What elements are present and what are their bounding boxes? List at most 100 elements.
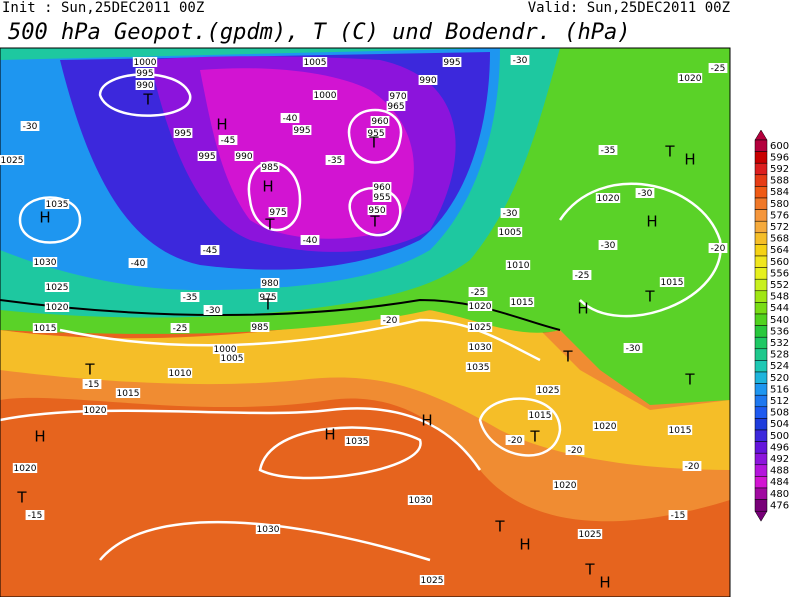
- contour-label: 995: [443, 58, 460, 68]
- pressure-center: T: [664, 143, 675, 161]
- contour-label: 1015: [117, 389, 140, 399]
- pressure-center: T: [584, 561, 595, 579]
- label-box: [82, 379, 102, 389]
- contour-label: 1015: [511, 298, 534, 308]
- contour-label: 950: [368, 206, 385, 216]
- colorbar-label: 500: [770, 431, 789, 442]
- colorbar-box: [754, 499, 768, 512]
- label-box: [268, 207, 288, 217]
- contour-label: 1005: [221, 354, 244, 364]
- contour-label: 1025: [1, 156, 24, 166]
- contour-label: 1025: [46, 283, 69, 293]
- pressure-center: T: [369, 213, 380, 231]
- label-box: [44, 199, 70, 209]
- colorbar-label: 508: [770, 408, 789, 419]
- label-box: [467, 301, 493, 311]
- colorbar-label: 584: [770, 187, 789, 198]
- label-box: [180, 292, 200, 302]
- label-box: [535, 385, 561, 395]
- label-box: [577, 529, 603, 539]
- label-box: [32, 257, 58, 267]
- label-box: [708, 243, 728, 253]
- label-box: [598, 240, 618, 250]
- pressure-center: T: [368, 134, 379, 152]
- label-box: [302, 57, 328, 67]
- label-box: [623, 343, 643, 353]
- label-box: [366, 128, 386, 138]
- label-box: [135, 80, 155, 90]
- contour-label: -45: [203, 246, 218, 256]
- colorbar-label: 544: [770, 303, 789, 314]
- contour-label: 1025: [579, 530, 602, 540]
- colorbar-box: [754, 186, 768, 199]
- colorbar-label: 588: [770, 176, 789, 187]
- label-box: [552, 480, 578, 490]
- label-box: [200, 245, 220, 255]
- contour-label: -40: [303, 236, 318, 246]
- label-box: [255, 524, 281, 534]
- colorbar-label: 596: [770, 152, 789, 163]
- colorbar-box: [754, 441, 768, 454]
- colorbar-label: 528: [770, 350, 789, 361]
- colorbar-box: [754, 244, 768, 257]
- contour-label: -45: [221, 136, 236, 146]
- colorbar-label: 580: [770, 199, 789, 210]
- label-box: [708, 63, 728, 73]
- pressure-center: T: [562, 348, 573, 366]
- pressure-center: T: [142, 91, 153, 109]
- label-box: [212, 344, 238, 354]
- pressure-center: H: [421, 412, 432, 430]
- colorbar-box: [754, 209, 768, 222]
- contour-label: -25: [575, 271, 590, 281]
- colorbar-label: 520: [770, 373, 789, 384]
- label-box: [505, 435, 525, 445]
- label-box: [386, 101, 406, 111]
- contour-label: 1020: [14, 464, 37, 474]
- contour-label: 995: [174, 129, 191, 139]
- contour-label: 1020: [554, 481, 577, 491]
- label-box: [250, 322, 270, 332]
- contour-label: 985: [261, 163, 278, 173]
- contour-label: -30: [638, 189, 653, 199]
- contour-label: 1005: [499, 228, 522, 238]
- label-box: [500, 208, 520, 218]
- colorbar-box: [754, 220, 768, 234]
- label-box: [173, 128, 193, 138]
- contour-label: 1010: [169, 369, 192, 379]
- label-box: [598, 145, 618, 155]
- contour-label: 960: [371, 117, 388, 127]
- colorbar-box: [754, 487, 768, 500]
- contour-label: -30: [626, 344, 641, 354]
- label-box: [565, 445, 585, 455]
- colorbar-label: 512: [770, 396, 789, 407]
- colorbar-label: 548: [770, 292, 789, 303]
- init-time: Init : Sun,25DEC2011 00Z: [2, 0, 204, 16]
- label-box: [260, 278, 280, 288]
- label-box: [635, 188, 655, 198]
- pressure-center: H: [684, 151, 695, 169]
- label-box: [407, 495, 433, 505]
- contour-label: 990: [235, 152, 252, 162]
- label-box: [167, 368, 193, 378]
- label-box: [0, 155, 25, 165]
- contour-label: 1025: [537, 386, 560, 396]
- colorbar-label: 516: [770, 384, 789, 395]
- contour-label: 955: [367, 129, 384, 139]
- label-box: [135, 68, 155, 78]
- pressure-center: H: [646, 213, 657, 231]
- contour-label: -20: [508, 436, 523, 446]
- colorbar-label: 560: [770, 257, 789, 268]
- colorbar-box: [754, 371, 768, 384]
- pressure-center: H: [39, 209, 50, 227]
- pressure-center: T: [684, 371, 695, 389]
- pressure-center: T: [529, 428, 540, 446]
- label-box: [497, 227, 523, 237]
- label-box: [115, 388, 141, 398]
- label-box: [527, 410, 553, 420]
- colorbar-tip: [754, 129, 768, 141]
- contour-label: 995: [136, 69, 153, 79]
- contour-label: -25: [173, 324, 188, 334]
- contour-label: -30: [513, 56, 528, 66]
- contour-label: -30: [503, 209, 518, 219]
- colorbar-box: [754, 336, 768, 350]
